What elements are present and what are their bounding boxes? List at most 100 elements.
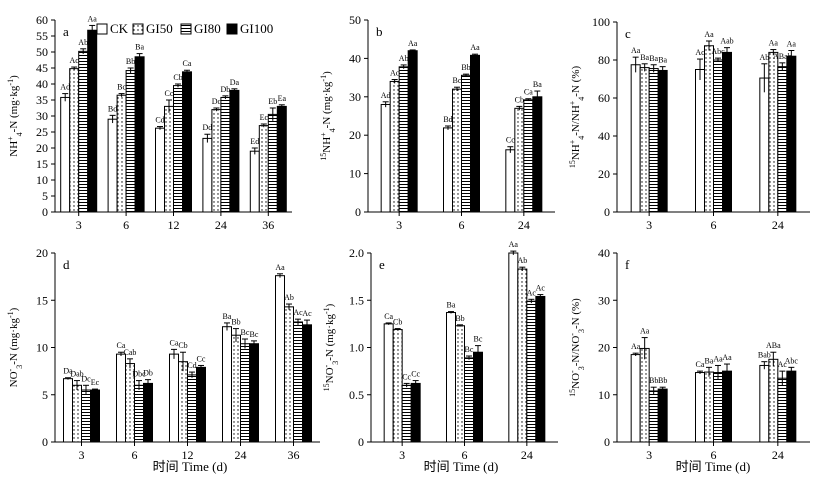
panel-f-bar-ck (759, 364, 770, 443)
panel-b-significance-label: Bb (461, 63, 470, 72)
chart-panel-a: 0 5 10 15 20 25 30 35 40 45 50 55 60 NH+4-N (mg·kg-1)… (6, 13, 292, 232)
legend-label-ck: CK (110, 21, 129, 36)
panel-a-bar-gi100 (229, 89, 240, 213)
panel-a-y-tick-label: 45 (36, 61, 48, 75)
panel-b-bar-gi100 (532, 96, 543, 213)
panel-a-y-tick-label: 15 (36, 157, 48, 171)
panel-f-significance-label: Ac (778, 360, 788, 369)
panel-d-bar-gi50 (178, 361, 188, 443)
panel-b-bar-gi80 (461, 74, 471, 213)
panel-d-significance-label: Ca (117, 341, 126, 350)
panel-c-bar-gi100 (722, 51, 732, 213)
panel-d-significance-label: Bc (241, 328, 250, 337)
panel-b-bar-gi50 (514, 107, 525, 213)
panel-e-significance-label: Ac (527, 288, 537, 297)
x-axis-title-panel-d: 时间 Time (d) (153, 459, 228, 474)
panel-b-significance-label: Aa (408, 39, 418, 48)
panel-a-significance-label: Cc (165, 89, 174, 98)
panel-d-y-axis-title: NO-3-N (mg·kg-1) (6, 307, 24, 387)
panel-c-bar-gi50 (768, 51, 779, 213)
panel-c-bar-ck (759, 77, 770, 213)
panel-b-bar-gi80 (523, 99, 534, 213)
panel-a-significance-label: Cb (173, 73, 182, 82)
panel-c-bar-gi50 (704, 45, 714, 213)
panel-d-bar-gi100 (143, 382, 153, 443)
panel-e-x-tick-label: 3 (399, 448, 405, 462)
panel-b-bar-ck (380, 103, 391, 213)
panel-a-y-tick-label: 60 (36, 13, 48, 27)
panel-c-y-tick-label: 40 (598, 129, 610, 143)
panel-c-significance-label: Ba (649, 54, 658, 63)
chart-panel-b: 0 10 20 30 40 50 15NH+4-N (mg·kg-1) b 3 Ad Ac Ab Aa 6… (319, 13, 555, 232)
panel-b-y-tick-label: 40 (349, 51, 361, 65)
panel-f-bar-gi80 (777, 377, 788, 443)
panel-a-y-tick-label: 25 (36, 125, 48, 139)
panel-a-significance-label: Ca (183, 59, 192, 68)
panel-c-significance-label: Aa (704, 30, 714, 39)
legend-swatch-gi50 (132, 23, 144, 35)
panel-e-significance-label: Bc (474, 335, 483, 344)
panel-e-y-tick-label: 1.5 (349, 293, 364, 307)
panel-d-significance-label: Dbc (132, 370, 146, 379)
panel-a-bar-gi50 (211, 109, 222, 213)
panel-c-bar-gi50 (639, 67, 650, 213)
panel-a-y-tick-label: 30 (36, 109, 48, 123)
panel-a-bar-ck (60, 96, 71, 213)
legend: CK GI50 GI80 GI100 (96, 21, 273, 36)
panel-c-significance-label: Ba (640, 53, 649, 62)
panel-f-significance-label: Aa (640, 327, 650, 336)
panel-f-significance-label: Bab (758, 351, 771, 360)
panel-f-bar-gi100 (657, 388, 668, 443)
panel-a-bar-gi80 (173, 85, 183, 213)
panel-f-significance-label: Ca (696, 360, 705, 369)
panel-a-y-tick-label: 40 (36, 77, 48, 91)
panel-f-y-tick-label: 40 (598, 246, 610, 260)
panel-c-bar-ck (630, 64, 641, 213)
panel-b-x-tick-label: 6 (459, 218, 465, 232)
panel-a-significance-label: Ec (260, 113, 269, 122)
panel-e-significance-label: Bc (465, 345, 474, 354)
panel-c-significance-label: Aab (720, 37, 733, 46)
panel-d-bar-ck (63, 378, 73, 443)
panel-a-significance-label: Cd (155, 116, 164, 125)
panel-e-x-tick-label: 24 (521, 448, 533, 462)
panel-b-bar-gi100 (407, 50, 418, 213)
panel-d-bar-gi80 (134, 384, 144, 443)
panel-e-significance-label: Ba (447, 301, 456, 310)
panel-e-y-tick-label: 1.0 (349, 341, 364, 355)
panel-a-bar-gi100 (182, 71, 192, 213)
panel-c-significance-label: Aa (787, 40, 797, 49)
panel-b-significance-label: Ab (399, 54, 409, 63)
panel-f-significance-label: Bb (658, 376, 667, 385)
panel-e-y-axis-title: 15NO-3-N (mg·kg-1) (322, 303, 340, 391)
panel-b-y-tick-label: 50 (349, 13, 361, 27)
panel-f-bar-gi80 (713, 372, 723, 443)
panel-c-significance-label: Aa (631, 46, 641, 55)
panel-d-significance-label: Bc (250, 330, 259, 339)
panel-d-y-tick-label: 0 (42, 435, 48, 449)
panel-c-significance-label: Ab (759, 53, 769, 62)
panel-e-bar-ck (446, 312, 456, 443)
panel-f-bar-ck (695, 372, 705, 443)
panel-c-y-tick-label: 100 (592, 15, 610, 29)
panel-f-bar-gi100 (722, 370, 732, 443)
panel-a-significance-label: Dd (203, 123, 213, 132)
panel-b-significance-label: Ba (533, 80, 542, 89)
panel-a-letter: a (63, 24, 69, 39)
panel-b-significance-label: Cb (515, 95, 524, 104)
panel-b-significance-label: Ca (524, 88, 533, 97)
panel-c-bar-ck (695, 69, 705, 213)
panel-e-bar-gi80 (401, 384, 412, 443)
panel-d-significance-label: Da (63, 367, 73, 376)
panel-e-bar-gi50 (517, 268, 528, 443)
panel-a-x-tick-label: 12 (168, 218, 180, 232)
panel-a-y-tick-label: 35 (36, 93, 48, 107)
panel-e-significance-label: Ac (536, 284, 546, 293)
panel-d-bar-gi100 (196, 366, 206, 443)
panel-a-bar-gi50 (116, 94, 127, 213)
panel-e-y-tick-label: 0 (358, 435, 364, 449)
panel-e-significance-label: Cc (402, 372, 411, 381)
panel-d-bar-gi50 (72, 384, 82, 443)
